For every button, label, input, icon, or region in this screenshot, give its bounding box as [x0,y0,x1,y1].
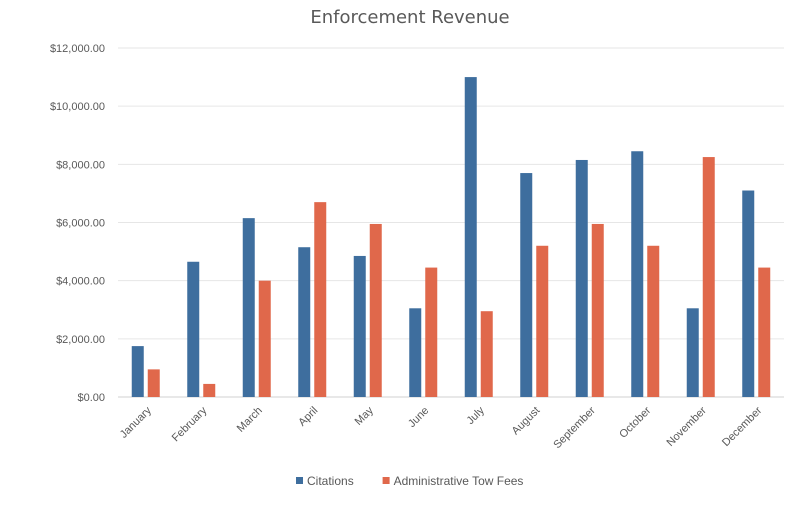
x-tick-label: November [665,404,710,449]
bar-administrative-tow-fees-april [314,202,327,397]
bar-citations-june [409,308,422,397]
bar-administrative-tow-fees-december [758,267,771,397]
y-tick-label: $8,000.00 [56,159,105,171]
bar-administrative-tow-fees-june [425,267,438,397]
bars [131,77,771,397]
bar-administrative-tow-fees-july [480,311,493,397]
x-axis-tick-labels: January February March April May June July Augu… [118,404,765,451]
bar-citations-october [631,151,644,397]
x-tick-label: December [720,404,765,449]
x-tick-label: July [465,404,488,427]
legend-label: Administrative Tow Fees [394,474,524,488]
y-tick-label: $4,000.00 [56,276,105,288]
bar-citations-july [464,77,477,397]
bar-citations-september [575,159,588,397]
bar-citations-november [686,308,699,397]
x-tick-label: October [617,404,653,440]
bar-citations-february [187,261,200,397]
legend-swatch [382,477,390,484]
y-tick-label: $0.00 [77,392,105,404]
legend: Citations Administrative Tow Fees [296,474,523,488]
x-tick-label: February [170,404,210,444]
bar-citations-april [298,247,311,397]
bar-citations-august [520,173,533,397]
y-tick-label: $12,000.00 [50,43,105,55]
bar-citations-may [353,255,366,397]
x-tick-label: May [353,404,377,428]
bar-citations-december [742,190,755,397]
y-tick-label: $10,000.00 [50,101,105,113]
x-tick-label: June [406,405,431,430]
bar-administrative-tow-fees-january [147,369,160,397]
bar-administrative-tow-fees-may [369,223,382,397]
bar-administrative-tow-fees-august [536,245,549,397]
x-tick-label: April [296,405,320,429]
bar-administrative-tow-fees-october [647,245,660,397]
bar-administrative-tow-fees-february [203,383,216,397]
x-tick-label: January [118,404,155,441]
gridlines [118,47,784,398]
bar-citations-january [131,346,144,397]
bar-administrative-tow-fees-march [258,280,271,397]
chart-title: Enforcement Revenue [310,7,509,28]
x-tick-label: March [235,405,265,435]
legend-label: Citations [307,474,354,488]
bar-administrative-tow-fees-september [591,223,604,397]
x-tick-label: August [510,405,543,438]
y-axis-tick-labels: $0.00 $2,000.00 $4,000.00 $6,000.00 $8,000.0… [50,43,105,404]
x-tick-label: September [551,404,598,451]
legend-swatch [296,477,303,484]
bar-citations-march [242,218,255,397]
bar-administrative-tow-fees-november [702,157,715,397]
y-tick-label: $2,000.00 [56,334,105,346]
y-tick-label: $6,000.00 [56,218,105,230]
